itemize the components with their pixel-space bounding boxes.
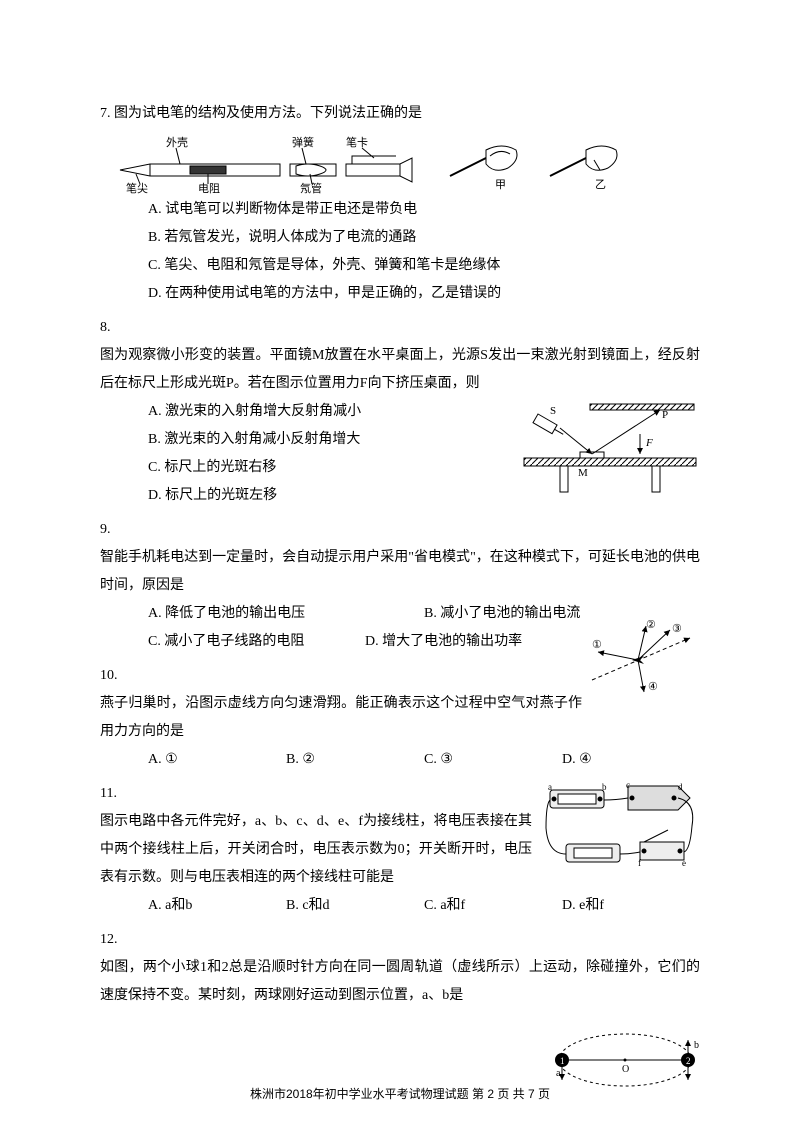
q10-opt-d: D. ④	[562, 746, 700, 774]
q7-figure: 外壳 弹簧 笔卡 笔尖 电阻 氖管 甲 乙	[100, 130, 700, 194]
lbl-b: b	[602, 782, 607, 792]
question-8: 8. 图为观察微小形变的装置。平面镜M放置在水平桌面上，光源S发出一束激光射到镜…	[100, 314, 700, 510]
label-1: ①	[592, 639, 602, 651]
q9-opt-d: D. 增大了电池的输出功率	[365, 628, 582, 656]
lbl-n1: 1	[560, 1056, 565, 1066]
label-tip: 笔尖	[126, 181, 148, 194]
q7-num: 7.	[100, 106, 111, 121]
q11-figure: a b c d e f	[540, 780, 700, 880]
q12-stem: 如图，两个小球1和2总是沿顺时针方向在同一圆周轨道（虚线所示）上运动，除碰撞外，…	[100, 954, 700, 1010]
lbl-a: a	[548, 782, 552, 792]
q7-opt-b: B. 若氖管发光，说明人体成为了电流的通路	[100, 224, 700, 252]
label-shell: 外壳	[166, 135, 188, 149]
q7-opt-d: D. 在两种使用试电笔的方法中，甲是正确的，乙是错误的	[100, 280, 700, 308]
lbl-n2: 2	[686, 1056, 691, 1066]
q9-opts-row2: C. 减小了电子线路的电阻 D. 增大了电池的输出功率	[100, 628, 582, 656]
label-jia: 甲	[495, 179, 506, 191]
q9-opt-c: C. 减小了电子线路的电阻	[148, 628, 365, 656]
label-spring: 弹簧	[292, 135, 314, 149]
q10-opts: A. ① B. ② C. ③ D. ④	[100, 746, 700, 774]
question-11: a b c d e f 11. 图示电路中各元件完好，a、b、c、d、e、f为接…	[100, 780, 700, 920]
q9-num: 9.	[100, 516, 700, 544]
lbl-d: d	[678, 782, 683, 792]
question-9: 9. 智能手机耗电达到一定量时，会自动提示用户采用"省电模式"，在这种模式下，可…	[100, 516, 700, 656]
q12-num: 12.	[100, 926, 700, 954]
label-M: M	[578, 467, 588, 479]
q10-opt-c: C. ③	[424, 746, 562, 774]
lbl-a12: a	[556, 1068, 561, 1079]
lbl-e: e	[682, 858, 686, 868]
q10-figure: ① ② ③ ④	[590, 620, 700, 700]
label-S: S	[550, 405, 556, 417]
q9-opt-b: B. 减小了电池的输出电流	[424, 600, 700, 628]
q8-figure: S P M F	[520, 398, 700, 494]
q10-opt-a: A. ①	[148, 746, 286, 774]
label-yi: 乙	[595, 178, 606, 191]
q7-opt-a: A. 试电笔可以判断物体是带正电还是带负电	[100, 196, 700, 224]
question-12: 12. 如图，两个小球1和2总是沿顺时针方向在同一圆周轨道（虚线所示）上运动，除…	[100, 926, 700, 1010]
q11-opt-c: C. a和f	[424, 892, 562, 920]
q8-num: 8.	[100, 314, 700, 342]
label-res: 电阻	[198, 182, 220, 194]
q10-opt-b: B. ②	[286, 746, 424, 774]
q7-text: 图为试电笔的结构及使用方法。下列说法正确的是	[114, 106, 422, 121]
label-clip: 笔卡	[346, 135, 368, 149]
q11-opt-a: A. a和b	[148, 892, 286, 920]
q9-opt-a: A. 降低了电池的输出电压	[148, 600, 424, 628]
q7-opt-c: C. 笔尖、电阻和氖管是导体，外壳、弹簧和笔卡是绝缘体	[100, 252, 700, 280]
q9-opts-row1: A. 降低了电池的输出电压 B. 减小了电池的输出电流	[100, 600, 700, 628]
label-F: F	[645, 437, 653, 449]
q11-opt-b: B. c和d	[286, 892, 424, 920]
q7-stem: 7. 图为试电笔的结构及使用方法。下列说法正确的是	[100, 100, 700, 128]
label-P: P	[662, 409, 668, 421]
q8-stem: 图为观察微小形变的装置。平面镜M放置在水平桌面上，光源S发出一束激光射到镜面上，…	[100, 342, 700, 398]
lbl-f: f	[638, 858, 641, 868]
page-footer: 株洲市2018年初中学业水平考试物理试题 第 2 页 共 7 页	[0, 1082, 800, 1106]
q11-opts: A. a和b B. c和d C. a和f D. e和f	[100, 892, 700, 920]
q9-stem: 智能手机耗电达到一定量时，会自动提示用户采用"省电模式"，在这种模式下，可延长电…	[100, 544, 700, 600]
q11-opt-d: D. e和f	[562, 892, 700, 920]
q12-figure: 1 2 a b O	[550, 1010, 700, 1090]
lbl-b12: b	[694, 1040, 699, 1051]
lbl-c: c	[626, 780, 630, 790]
lbl-O: O	[622, 1064, 629, 1075]
label-neon: 氖管	[300, 181, 322, 194]
label-4: ④	[648, 681, 658, 693]
question-7: 7. 图为试电笔的结构及使用方法。下列说法正确的是	[100, 100, 700, 308]
